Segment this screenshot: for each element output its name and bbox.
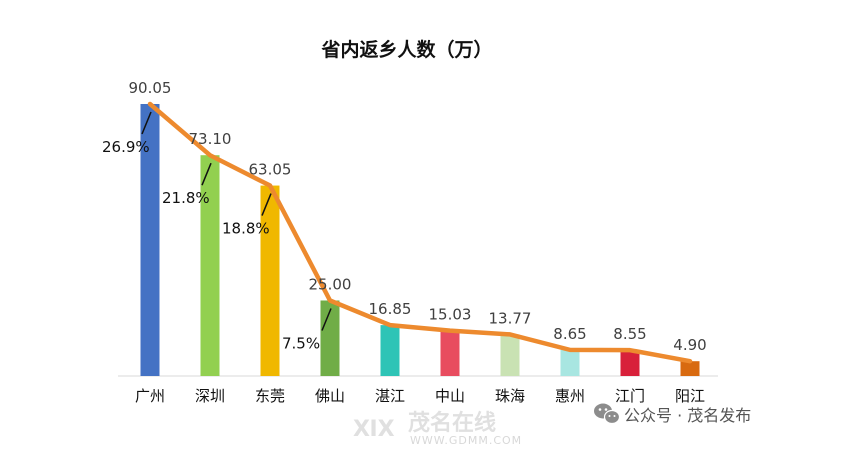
category-label: 湛江 bbox=[375, 387, 405, 405]
percent-label: 18.8% bbox=[222, 220, 270, 238]
watermark-chinese: 茂名在线 bbox=[408, 410, 496, 436]
value-label: 16.85 bbox=[369, 300, 412, 318]
value-label: 4.90 bbox=[673, 336, 706, 354]
bar-2 bbox=[200, 155, 220, 376]
watermark-logo: ⅪⅩ bbox=[353, 417, 395, 442]
category-label: 广州 bbox=[135, 387, 165, 405]
percent-label: 26.9% bbox=[102, 138, 150, 156]
value-label: 13.77 bbox=[489, 309, 532, 327]
value-label: 15.03 bbox=[429, 306, 472, 324]
bar-1 bbox=[140, 104, 160, 376]
source-badge: 公众号 · 茂名发布 bbox=[594, 403, 751, 425]
category-label: 中山 bbox=[435, 387, 465, 405]
trend-line bbox=[147, 101, 693, 364]
value-label: 90.05 bbox=[129, 79, 172, 97]
percent-leader-line bbox=[261, 193, 272, 216]
value-label: 8.55 bbox=[613, 325, 646, 343]
trend-line-group bbox=[147, 101, 693, 364]
source-text: 公众号 · 茂名发布 bbox=[624, 406, 751, 425]
category-label: 深圳 bbox=[195, 387, 225, 405]
percent-label: 21.8% bbox=[162, 189, 210, 207]
category-label: 佛山 bbox=[315, 387, 345, 405]
bar-3 bbox=[260, 185, 280, 376]
wechat-icon bbox=[594, 403, 621, 425]
category-label: 惠州 bbox=[555, 387, 585, 405]
bars-group bbox=[140, 104, 700, 376]
percent-label: 7.5% bbox=[282, 334, 320, 352]
chart-title: 省内返乡人数（万） bbox=[320, 38, 492, 61]
bar-4 bbox=[320, 300, 340, 376]
category-label: 东莞 bbox=[255, 387, 285, 405]
category-label: 珠海 bbox=[495, 387, 525, 405]
percent-leader-line bbox=[201, 162, 212, 186]
labels-group: 90.05 广州 73.10 深圳 63.05 东莞 25.00 佛山 16.85 湛江 15.03… bbox=[102, 79, 707, 405]
value-label: 8.65 bbox=[553, 325, 586, 343]
bar-5 bbox=[380, 325, 400, 376]
value-label: 25.00 bbox=[309, 275, 352, 293]
percent-leader-line bbox=[321, 308, 332, 331]
bar-10 bbox=[680, 361, 700, 376]
category-label: 江门 bbox=[615, 387, 645, 405]
bar-6 bbox=[440, 330, 460, 376]
value-label: 73.10 bbox=[189, 130, 232, 148]
bar-7 bbox=[500, 334, 520, 376]
watermark-url: WWW.GDMM.COM bbox=[410, 434, 522, 447]
bar-9 bbox=[620, 350, 640, 376]
value-label: 63.05 bbox=[249, 161, 292, 179]
percent-leader-line bbox=[141, 111, 152, 135]
bar-8 bbox=[560, 349, 580, 376]
category-label: 阳江 bbox=[675, 387, 705, 405]
watermark: ⅪⅩ 茂名在线 WWW.GDMM.COM bbox=[353, 410, 522, 447]
